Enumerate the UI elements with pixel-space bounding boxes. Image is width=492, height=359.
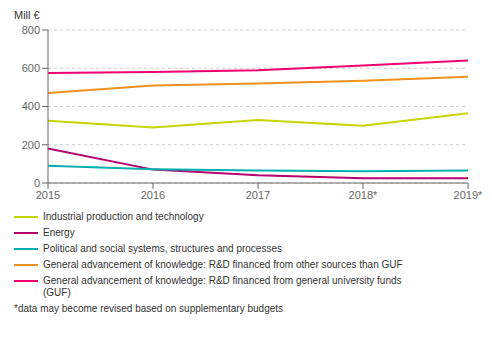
svg-text:2017: 2017 — [246, 189, 270, 201]
svg-text:600: 600 — [22, 62, 40, 74]
svg-text:2016: 2016 — [141, 189, 165, 201]
svg-text:2019*: 2019* — [454, 189, 483, 201]
html-text:General advancement of knowled: General advancement of knowledge: R&D fi… — [43, 259, 403, 270]
html-text:Mill €: Mill € — [14, 9, 40, 21]
svg-text:400: 400 — [22, 100, 40, 112]
html-text:*data may become revised based: *data may become revised based on supple… — [14, 303, 284, 314]
html-text:Energy: Energy — [43, 227, 75, 238]
svg-text:800: 800 — [22, 24, 40, 36]
html-text:Political and social systems,: Political and social systems, structures… — [43, 243, 282, 254]
html-text:Industrial production and tech: Industrial production and technology — [43, 211, 204, 222]
svg-text:0: 0 — [34, 177, 40, 189]
svg-text:200: 200 — [22, 139, 40, 151]
svg-text:2015: 2015 — [36, 189, 60, 201]
svg-text:2018*: 2018* — [349, 189, 378, 201]
html-text:General advancement of knowled: General advancement of knowledge: R&D fi… — [43, 275, 402, 298]
